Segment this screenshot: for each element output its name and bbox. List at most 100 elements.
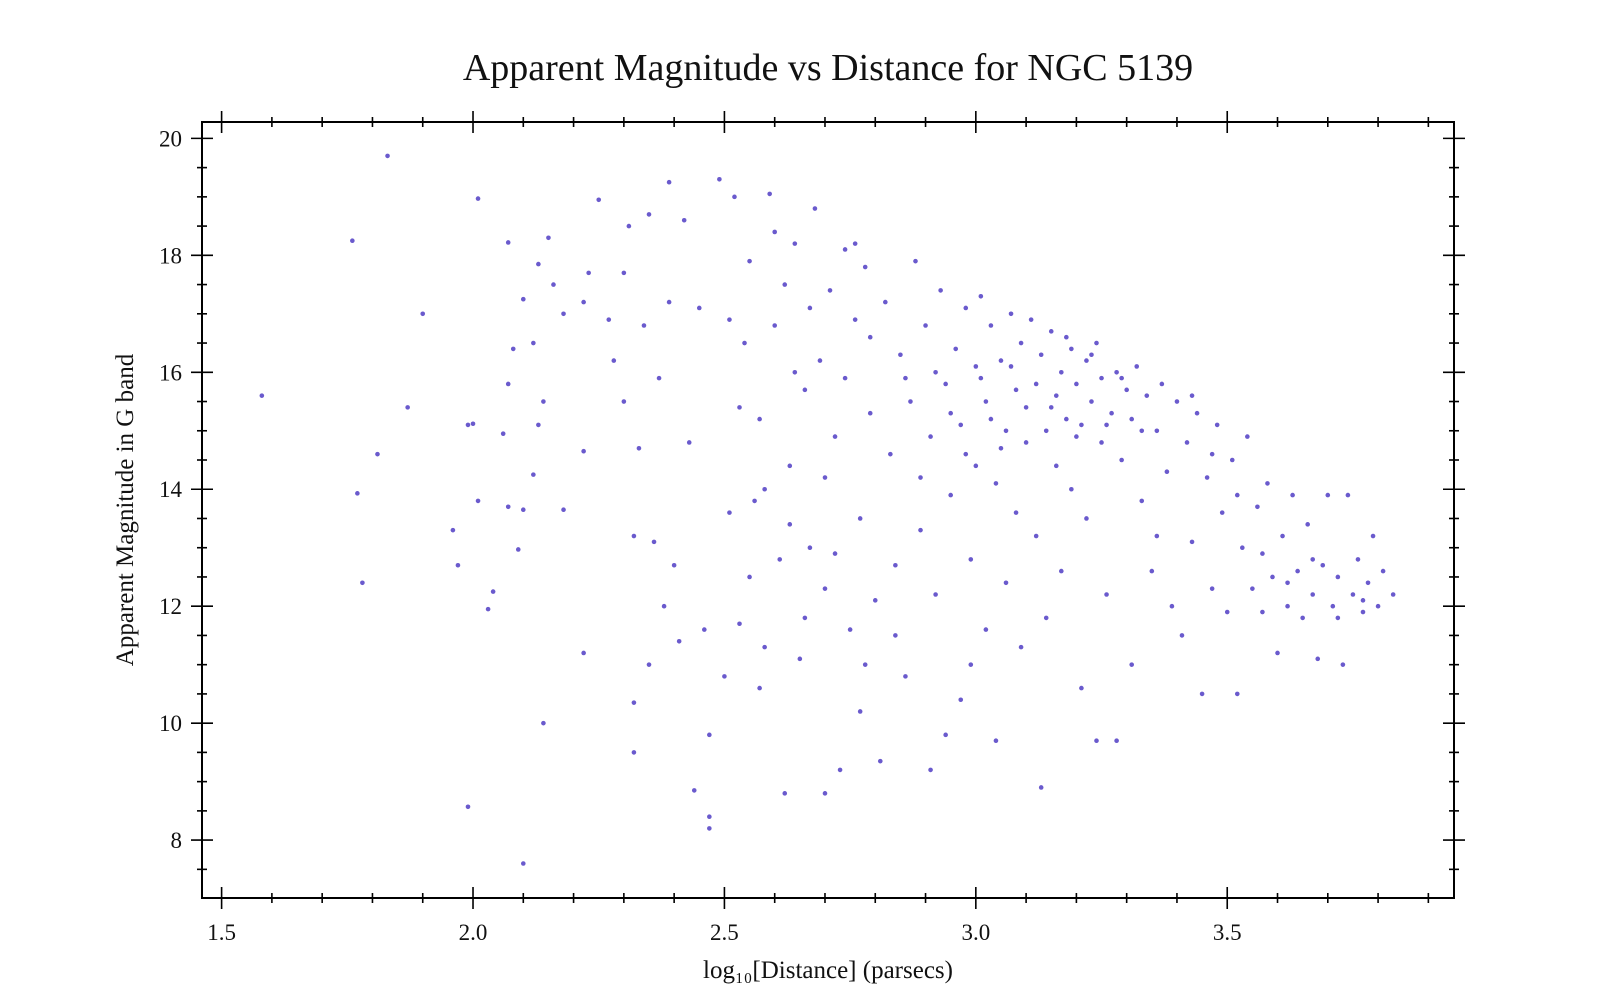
data-point [1250,586,1255,591]
data-point [1219,510,1225,515]
data-point [797,656,803,662]
data-point [983,399,989,404]
data-point [1033,381,1039,387]
data-point [943,732,948,738]
data-point [1285,603,1290,609]
data-point [1018,340,1024,346]
data-point [893,562,898,568]
data-point [1119,375,1124,381]
data-point [646,662,652,667]
data-point [842,375,848,381]
data-point [1260,609,1265,615]
data-point [696,305,702,311]
data-point [877,758,883,764]
data-point [1370,533,1376,539]
data-point [707,814,712,820]
data-point [1033,533,1039,539]
data-point [1038,785,1044,790]
data-point [259,393,265,398]
data-point [928,767,933,773]
data-point [1189,539,1195,545]
data-point [1375,603,1381,609]
data-point [1003,428,1009,434]
data-point [707,826,712,831]
data-point [852,241,858,246]
y-tick-label: 14 [159,477,183,502]
data-point [872,598,878,603]
data-point [681,217,687,223]
data-point [787,463,793,469]
data-point [998,446,1004,451]
data-point [978,375,984,381]
data-point [1114,369,1119,375]
data-point [465,804,471,810]
data-point [661,603,667,609]
data-point [802,387,808,393]
data-point [727,510,732,515]
data-point [1199,691,1205,697]
data-point [1134,364,1140,369]
data-point [1013,387,1019,393]
data-point [561,507,566,513]
data-point [787,522,793,527]
data-point [475,498,481,504]
data-point [1270,574,1275,580]
data-point [450,527,456,533]
data-point [1179,633,1185,638]
data-point [742,340,747,346]
data-point [1350,592,1356,597]
data-point [1089,352,1094,358]
data-point [1003,580,1009,586]
data-point [772,229,778,235]
data-point [792,369,798,375]
data-point [1008,364,1014,369]
data-point [475,196,481,201]
data-point [973,364,979,369]
data-point [807,305,813,311]
data-point [1209,586,1215,591]
data-point [586,270,591,276]
data-point [581,448,586,454]
y-axis-label: Apparent Magnitude in G band [112,353,139,666]
data-point [1084,516,1089,521]
data-point [1114,738,1119,743]
data-point [1094,738,1099,743]
data-point [1234,691,1240,697]
data-point [1023,405,1029,410]
data-point [973,463,979,469]
x-tick-label: 2.5 [710,920,739,945]
x-tick-label: 2.0 [459,920,488,945]
data-point [1129,416,1134,422]
data-point [722,674,727,679]
data-point [888,451,893,457]
data-point [1285,580,1290,586]
data-point [757,685,762,691]
data-point [1079,685,1084,691]
data-point [405,405,410,410]
data-point [1013,510,1019,515]
data-point [1194,410,1200,416]
data-point [546,235,551,241]
data-point [455,562,461,568]
data-point [515,547,521,552]
data-point [822,586,828,591]
data-point [581,650,586,656]
data-point [1184,440,1190,445]
data-point [1074,434,1079,439]
chart-title: Apparent Magnitude vs Distance for NGC 5… [463,47,1193,89]
data-point [1335,615,1341,621]
data-point [792,241,798,246]
y-tick-label: 18 [159,243,182,268]
data-point [1104,422,1109,428]
data-point [520,296,526,302]
data-point [1365,580,1371,586]
data-point [1059,369,1064,375]
data-point [1164,469,1170,474]
data-point [772,323,778,328]
data-point [686,440,692,445]
data-point [893,633,898,638]
data-point [375,451,380,457]
data-point [747,258,752,264]
data-point [621,270,627,276]
